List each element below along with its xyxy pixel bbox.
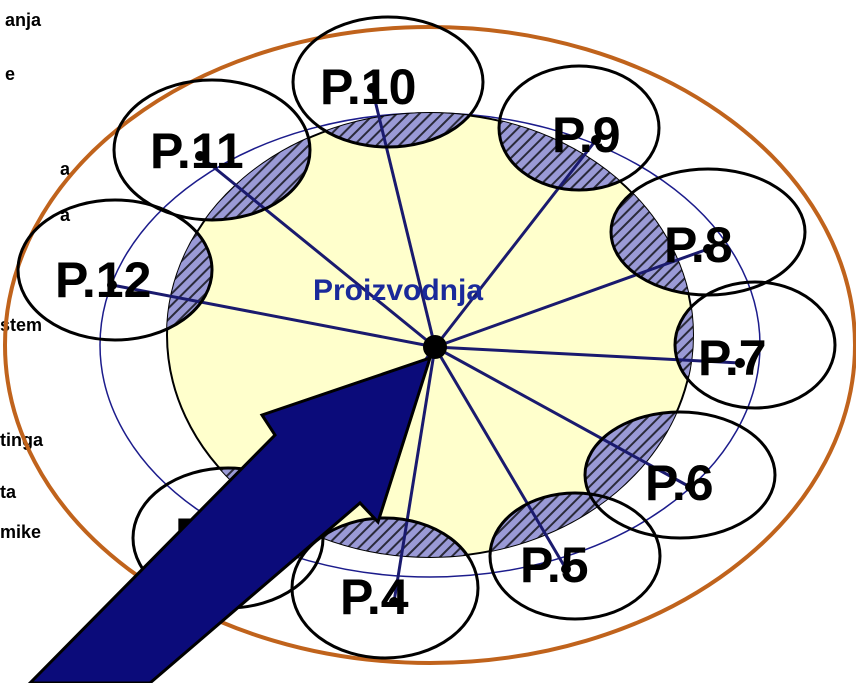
center-hub [423,335,447,359]
petal-ellipses [16,15,837,660]
side-text-2: e [5,64,16,84]
big-arrow [27,355,433,683]
petal-p12 [16,198,214,342]
petal-label-p4: P.4 [340,569,409,625]
side-text-8: mike [0,522,42,542]
center-label: Proizvodnja [313,274,483,307]
petal-label-p9: P.9 [552,107,621,163]
side-text-1: anja [5,10,42,30]
side-text-4: a [60,205,71,225]
petal-label-p7: P.7 [698,330,767,386]
outer-ring [3,25,856,665]
petal-p5 [488,491,662,621]
side-text-3: a [60,159,71,179]
side-text-7: ta [0,482,17,502]
petal-label-p12: P.12 [55,252,151,308]
petal-p9 [497,64,661,192]
petal-dots [107,83,745,607]
petal-label-p5: P.5 [520,537,589,593]
petal-p11 [112,78,312,222]
left-side-text-column: anja e a a stem tinga ta mike [0,0,90,683]
petal-p6 [583,410,777,540]
petal-p7 [673,280,837,410]
petal-p10 [291,15,485,149]
petal-label-p8: P.8 [664,217,733,273]
petal-label-p6: P.6 [645,455,714,511]
petal-label-p11: P.11 [150,123,244,179]
side-text-5: stem [0,315,43,335]
side-text-6: tinga [0,430,43,450]
